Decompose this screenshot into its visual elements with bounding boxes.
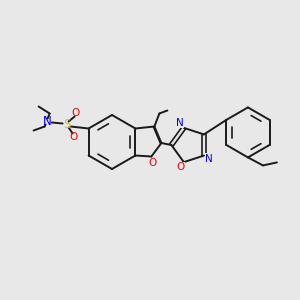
Text: O: O — [177, 162, 185, 172]
Text: O: O — [148, 158, 157, 167]
Text: O: O — [71, 107, 80, 118]
Text: N: N — [176, 118, 184, 128]
Text: O: O — [70, 133, 78, 142]
Text: N: N — [43, 115, 52, 128]
Text: N: N — [205, 154, 213, 164]
Text: S: S — [63, 118, 70, 131]
